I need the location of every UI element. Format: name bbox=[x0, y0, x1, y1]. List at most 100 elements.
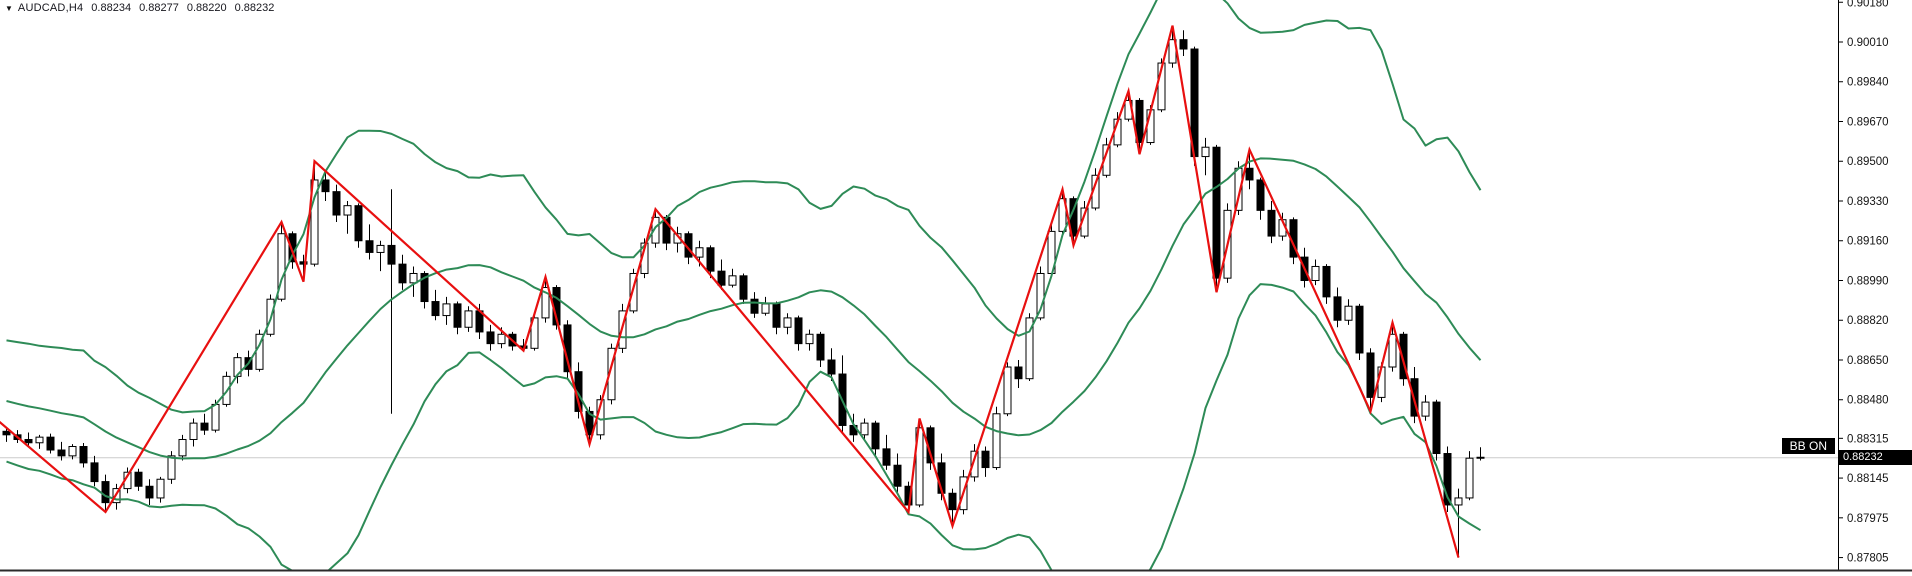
candle bbox=[1333, 287, 1342, 328]
bull-candle-body bbox=[1311, 265, 1320, 281]
bull-candle-body bbox=[156, 478, 165, 499]
bollinger-middle-band bbox=[6, 157, 1482, 460]
bear-candle-body bbox=[1135, 99, 1144, 144]
bull-candle-body bbox=[376, 244, 385, 253]
bear-candle-body bbox=[2, 430, 11, 436]
bull-candle-body bbox=[189, 422, 198, 440]
symbol-label: AUDCAD,H4 bbox=[17, 2, 84, 14]
bull-candle-body bbox=[35, 436, 44, 444]
candle bbox=[376, 240, 385, 272]
price-tick-label: 0.89840 bbox=[1847, 77, 1889, 89]
candle bbox=[90, 455, 99, 487]
symbol-dropdown-icon: ▼ bbox=[5, 3, 13, 13]
candle bbox=[1245, 149, 1254, 190]
candle bbox=[816, 331, 825, 368]
candle bbox=[2, 427, 11, 442]
bb-toggle-badge[interactable]: BB ON bbox=[1781, 438, 1835, 454]
candle bbox=[277, 222, 286, 302]
candle bbox=[1465, 451, 1474, 501]
candle bbox=[1025, 313, 1034, 382]
bull-candle-body bbox=[464, 310, 473, 328]
bear-candle-body bbox=[486, 331, 495, 345]
candle bbox=[1366, 348, 1375, 412]
candle bbox=[1135, 98, 1144, 155]
price-tick-label: 0.89500 bbox=[1847, 156, 1889, 168]
bull-candle-body bbox=[1025, 317, 1034, 380]
candle bbox=[783, 313, 792, 335]
candle bbox=[200, 413, 209, 435]
bull-candle-body bbox=[992, 413, 1001, 469]
candle bbox=[1432, 399, 1441, 461]
candle bbox=[860, 418, 869, 440]
price-tick-label: 0.88480 bbox=[1847, 395, 1889, 407]
bear-candle-body bbox=[1245, 167, 1254, 181]
candle bbox=[310, 161, 319, 267]
bear-candle-body bbox=[871, 422, 880, 450]
price-tick-label: 0.89160 bbox=[1847, 236, 1889, 248]
candle bbox=[1003, 362, 1012, 417]
candle bbox=[1454, 488, 1463, 558]
bear-candle-body bbox=[827, 359, 836, 375]
bull-candle-body bbox=[541, 287, 550, 319]
bear-candle-body bbox=[90, 462, 99, 483]
candle bbox=[321, 170, 330, 201]
candle bbox=[431, 289, 440, 321]
candle bbox=[79, 443, 88, 468]
candle bbox=[35, 434, 44, 449]
candle bbox=[57, 441, 66, 461]
bear-candle-body bbox=[816, 333, 825, 361]
price-tick-label: 0.87805 bbox=[1847, 553, 1889, 565]
close-value: 0.88232 bbox=[234, 2, 275, 14]
candle bbox=[453, 301, 462, 335]
bear-candle-body bbox=[717, 270, 726, 286]
bull-candle-body bbox=[860, 422, 869, 436]
bear-candle-body bbox=[1256, 179, 1265, 211]
bear-candle-body bbox=[585, 410, 594, 436]
price-tick-label: 0.89670 bbox=[1847, 116, 1889, 128]
candle bbox=[134, 468, 143, 491]
candle bbox=[343, 200, 352, 234]
bear-candle-body bbox=[398, 263, 407, 284]
candle bbox=[772, 301, 781, 335]
bull-candle-body bbox=[167, 455, 176, 480]
candle bbox=[1322, 264, 1331, 304]
bull-candle-body bbox=[343, 205, 352, 216]
candle bbox=[882, 434, 891, 470]
price-tick-label: 0.90180 bbox=[1847, 0, 1889, 9]
low-value: 0.88220 bbox=[186, 2, 227, 14]
candle bbox=[442, 296, 451, 325]
bear-candle-body bbox=[101, 481, 110, 504]
candle bbox=[464, 306, 473, 332]
price-tick-label: 0.88145 bbox=[1847, 473, 1889, 485]
price-tick-label: 0.88315 bbox=[1847, 433, 1889, 445]
candle bbox=[332, 184, 341, 223]
candle bbox=[805, 329, 814, 351]
candle bbox=[46, 433, 55, 454]
bear-candle-body bbox=[321, 179, 330, 193]
price-tick-label: 0.90010 bbox=[1847, 37, 1889, 49]
candle bbox=[948, 488, 957, 527]
candle bbox=[1201, 137, 1210, 176]
open-value: 0.88234 bbox=[91, 2, 132, 14]
candle bbox=[530, 313, 539, 351]
price-axis[interactable]: 0.90180 0.90010 0.89840 0.89670 0.89500 0.893… bbox=[1838, 0, 1889, 565]
bull-candle-body bbox=[1058, 198, 1067, 232]
bull-candle-body bbox=[497, 333, 506, 345]
bear-candle-body bbox=[57, 449, 66, 457]
candle bbox=[266, 294, 275, 337]
candle bbox=[101, 474, 110, 512]
bull-candle-body bbox=[211, 403, 220, 431]
bear-candle-body bbox=[750, 298, 759, 314]
candles-layer bbox=[2, 25, 1485, 558]
bear-candle-body bbox=[79, 446, 88, 464]
price-tick-label: 0.88650 bbox=[1847, 355, 1889, 367]
bear-candle-body bbox=[453, 303, 462, 328]
bollinger-lower-band bbox=[6, 283, 1482, 570]
bull-candle-body bbox=[607, 347, 616, 401]
bear-candle-body bbox=[134, 471, 143, 487]
candle bbox=[992, 406, 1001, 470]
bull-candle-body bbox=[651, 216, 660, 244]
bull-candle-body bbox=[1454, 497, 1463, 506]
bull-candle-body bbox=[728, 275, 737, 286]
